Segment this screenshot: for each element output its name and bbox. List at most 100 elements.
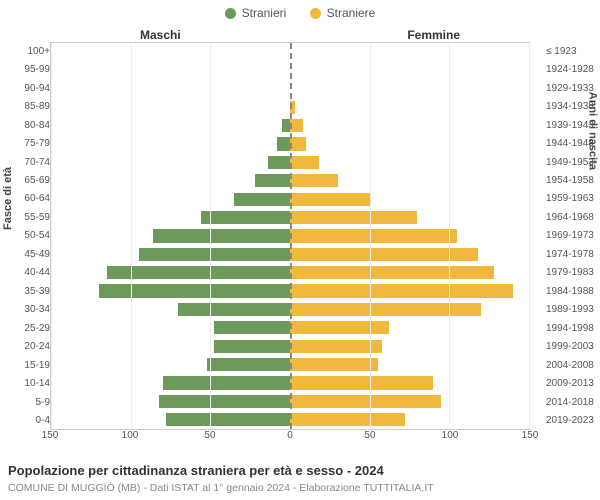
grid-line: [529, 43, 530, 429]
birth-label: 1964-1968: [546, 208, 594, 226]
age-label: 90-94: [2, 79, 50, 97]
age-label: 65-69: [2, 171, 50, 189]
grid-line: [449, 43, 450, 429]
bar-female: [290, 266, 494, 279]
x-axis-labels: 15010050050100150: [50, 430, 530, 446]
birth-label: 1974-1978: [546, 245, 594, 263]
side-title-female: Femmine: [407, 28, 460, 42]
x-tick-label: 100: [122, 430, 139, 441]
side-title-male: Maschi: [140, 28, 181, 42]
birth-label: 1979-1983: [546, 264, 594, 282]
bar-male: [166, 413, 290, 426]
birth-label: 2004-2008: [546, 356, 594, 374]
age-label: 55-59: [2, 208, 50, 226]
birth-label: 2009-2013: [546, 374, 594, 392]
legend-item-female: Straniere: [310, 6, 376, 20]
pyramid-chart: [50, 42, 530, 430]
birth-label: ≤ 1923: [546, 42, 594, 60]
age-label: 0-4: [2, 411, 50, 429]
bar-male: [207, 358, 290, 371]
bar-female: [290, 340, 382, 353]
age-label: 15-19: [2, 356, 50, 374]
age-label: 95-99: [2, 60, 50, 78]
birth-label: 1929-1933: [546, 79, 594, 97]
birth-label: 1989-1993: [546, 301, 594, 319]
legend-label-female: Straniere: [327, 6, 376, 20]
age-label: 70-74: [2, 153, 50, 171]
bar-male: [214, 340, 290, 353]
x-tick-label: 50: [364, 430, 375, 441]
bar-female: [290, 211, 417, 224]
bar-male: [139, 248, 290, 261]
x-tick-label: 0: [287, 430, 293, 441]
bar-male: [163, 376, 290, 389]
chart-subtitle: COMUNE DI MUGGIÒ (MB) - Dati ISTAT al 1°…: [8, 482, 434, 494]
bar-male: [99, 284, 290, 297]
legend-swatch-female: [310, 8, 321, 19]
birth-label: 1939-1943: [546, 116, 594, 134]
birth-label: 1984-1988: [546, 282, 594, 300]
grid-line: [210, 43, 211, 429]
birth-label: 2014-2018: [546, 393, 594, 411]
bar-female: [290, 376, 433, 389]
birth-label: 1949-1953: [546, 153, 594, 171]
legend: Stranieri Straniere: [0, 6, 600, 22]
age-label: 20-24: [2, 338, 50, 356]
bar-female: [290, 358, 378, 371]
bar-male: [153, 229, 290, 242]
age-label: 10-14: [2, 374, 50, 392]
age-label: 35-39: [2, 282, 50, 300]
x-tick-label: 150: [522, 430, 539, 441]
birth-label: 1969-1973: [546, 227, 594, 245]
birth-label: 1934-1938: [546, 97, 594, 115]
birth-label: 2019-2023: [546, 411, 594, 429]
bar-male: [201, 211, 290, 224]
x-tick-label: 150: [42, 430, 59, 441]
bar-female: [290, 156, 319, 169]
bar-male: [159, 395, 290, 408]
bar-female: [290, 137, 306, 150]
bar-male: [234, 193, 290, 206]
legend-label-male: Stranieri: [242, 6, 287, 20]
age-label: 50-54: [2, 227, 50, 245]
legend-swatch-male: [225, 8, 236, 19]
x-tick-label: 100: [442, 430, 459, 441]
bar-male: [255, 174, 290, 187]
birth-labels: ≤ 19231924-19281929-19331934-19381939-19…: [546, 42, 594, 430]
bar-male: [277, 137, 290, 150]
grid-line: [370, 43, 371, 429]
bar-female: [290, 395, 441, 408]
bar-female: [290, 229, 457, 242]
bar-male: [268, 156, 290, 169]
birth-label: 1924-1928: [546, 60, 594, 78]
bar-female: [290, 193, 370, 206]
birth-label: 1994-1998: [546, 319, 594, 337]
x-tick-label: 50: [204, 430, 215, 441]
age-label: 100+: [2, 42, 50, 60]
bar-male: [178, 303, 290, 316]
birth-label: 1954-1958: [546, 171, 594, 189]
bar-female: [290, 413, 405, 426]
age-label: 5-9: [2, 393, 50, 411]
bar-female: [290, 174, 338, 187]
center-line: [290, 43, 292, 429]
legend-item-male: Stranieri: [225, 6, 287, 20]
age-label: 25-29: [2, 319, 50, 337]
bar-male: [107, 266, 290, 279]
age-label: 80-84: [2, 116, 50, 134]
age-label: 30-34: [2, 301, 50, 319]
birth-label: 1944-1948: [546, 134, 594, 152]
grid-line: [131, 43, 132, 429]
bar-female: [290, 303, 481, 316]
age-label: 85-89: [2, 97, 50, 115]
bar-female: [290, 284, 513, 297]
age-label: 45-49: [2, 245, 50, 263]
birth-label: 1959-1963: [546, 190, 594, 208]
grid-line: [51, 43, 52, 429]
age-label: 60-64: [2, 190, 50, 208]
bar-female: [290, 321, 389, 334]
age-label: 75-79: [2, 134, 50, 152]
age-labels: 100+95-9990-9485-8980-8475-7970-7465-696…: [2, 42, 50, 430]
age-label: 40-44: [2, 264, 50, 282]
chart-title: Popolazione per cittadinanza straniera p…: [8, 463, 384, 478]
